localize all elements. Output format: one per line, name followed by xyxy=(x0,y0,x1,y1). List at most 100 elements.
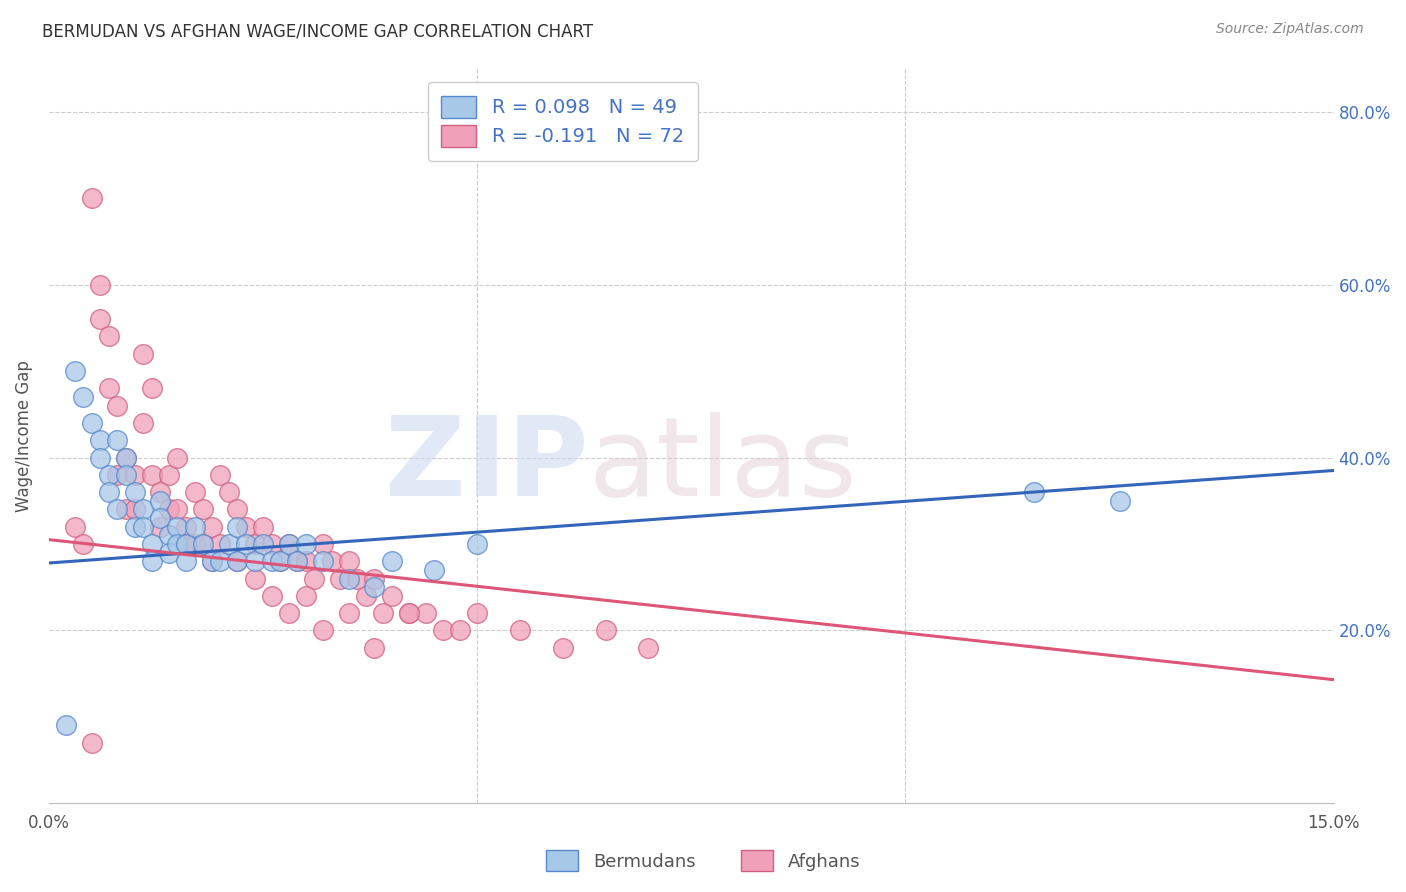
Point xyxy=(107,467,129,482)
Point xyxy=(1022,485,1045,500)
Point xyxy=(141,537,163,551)
Point xyxy=(149,511,172,525)
Point xyxy=(174,537,197,551)
Text: Source: ZipAtlas.com: Source: ZipAtlas.com xyxy=(1216,22,1364,37)
Point xyxy=(380,589,402,603)
Point xyxy=(509,624,531,638)
Point xyxy=(595,624,617,638)
Text: atlas: atlas xyxy=(589,412,858,519)
Point xyxy=(243,554,266,568)
Point xyxy=(423,563,446,577)
Point xyxy=(201,554,224,568)
Point xyxy=(183,485,205,500)
Point xyxy=(398,606,420,620)
Point xyxy=(337,606,360,620)
Point xyxy=(209,554,232,568)
Point xyxy=(149,519,172,533)
Point xyxy=(141,381,163,395)
Point xyxy=(157,528,180,542)
Point xyxy=(55,718,77,732)
Point xyxy=(89,277,111,292)
Point xyxy=(89,434,111,448)
Point xyxy=(243,572,266,586)
Point xyxy=(157,546,180,560)
Point xyxy=(149,485,172,500)
Point xyxy=(191,537,214,551)
Point xyxy=(226,554,249,568)
Point xyxy=(269,554,291,568)
Point xyxy=(337,554,360,568)
Point xyxy=(226,519,249,533)
Point xyxy=(354,589,377,603)
Point xyxy=(63,519,86,533)
Point xyxy=(107,434,129,448)
Point xyxy=(166,537,188,551)
Point xyxy=(363,640,385,655)
Point xyxy=(132,416,155,430)
Point xyxy=(312,537,335,551)
Point xyxy=(80,416,103,430)
Point xyxy=(363,572,385,586)
Point xyxy=(243,537,266,551)
Point xyxy=(183,519,205,533)
Point xyxy=(157,502,180,516)
Point xyxy=(115,467,138,482)
Text: BERMUDAN VS AFGHAN WAGE/INCOME GAP CORRELATION CHART: BERMUDAN VS AFGHAN WAGE/INCOME GAP CORRE… xyxy=(42,22,593,40)
Point xyxy=(312,624,335,638)
Point xyxy=(218,485,240,500)
Point xyxy=(226,554,249,568)
Point xyxy=(115,450,138,465)
Point xyxy=(1108,493,1130,508)
Point xyxy=(432,624,454,638)
Point xyxy=(371,606,394,620)
Point xyxy=(183,537,205,551)
Point xyxy=(132,347,155,361)
Point xyxy=(107,502,129,516)
Point xyxy=(346,572,368,586)
Point xyxy=(166,502,188,516)
Point xyxy=(201,519,224,533)
Point xyxy=(141,554,163,568)
Point xyxy=(63,364,86,378)
Point xyxy=(124,502,146,516)
Point xyxy=(89,450,111,465)
Point xyxy=(235,519,257,533)
Legend: Bermudans, Afghans: Bermudans, Afghans xyxy=(538,843,868,879)
Point xyxy=(226,502,249,516)
Point xyxy=(149,493,172,508)
Point xyxy=(363,580,385,594)
Point xyxy=(191,502,214,516)
Point xyxy=(124,519,146,533)
Point xyxy=(260,554,283,568)
Point xyxy=(321,554,343,568)
Point xyxy=(89,312,111,326)
Point xyxy=(329,572,352,586)
Point xyxy=(295,589,318,603)
Point xyxy=(252,537,274,551)
Point xyxy=(72,390,94,404)
Point xyxy=(415,606,437,620)
Point xyxy=(97,329,120,343)
Point xyxy=(260,589,283,603)
Point xyxy=(209,467,232,482)
Point xyxy=(337,572,360,586)
Point xyxy=(218,537,240,551)
Point xyxy=(380,554,402,568)
Point xyxy=(166,519,188,533)
Point xyxy=(277,537,299,551)
Point xyxy=(295,554,318,568)
Point xyxy=(449,624,471,638)
Point xyxy=(277,606,299,620)
Point xyxy=(201,554,224,568)
Point xyxy=(115,502,138,516)
Point xyxy=(124,485,146,500)
Point xyxy=(312,554,335,568)
Point xyxy=(277,537,299,551)
Point xyxy=(97,467,120,482)
Point xyxy=(132,519,155,533)
Point xyxy=(304,572,326,586)
Point xyxy=(551,640,574,655)
Point xyxy=(260,537,283,551)
Point xyxy=(107,399,129,413)
Point xyxy=(80,191,103,205)
